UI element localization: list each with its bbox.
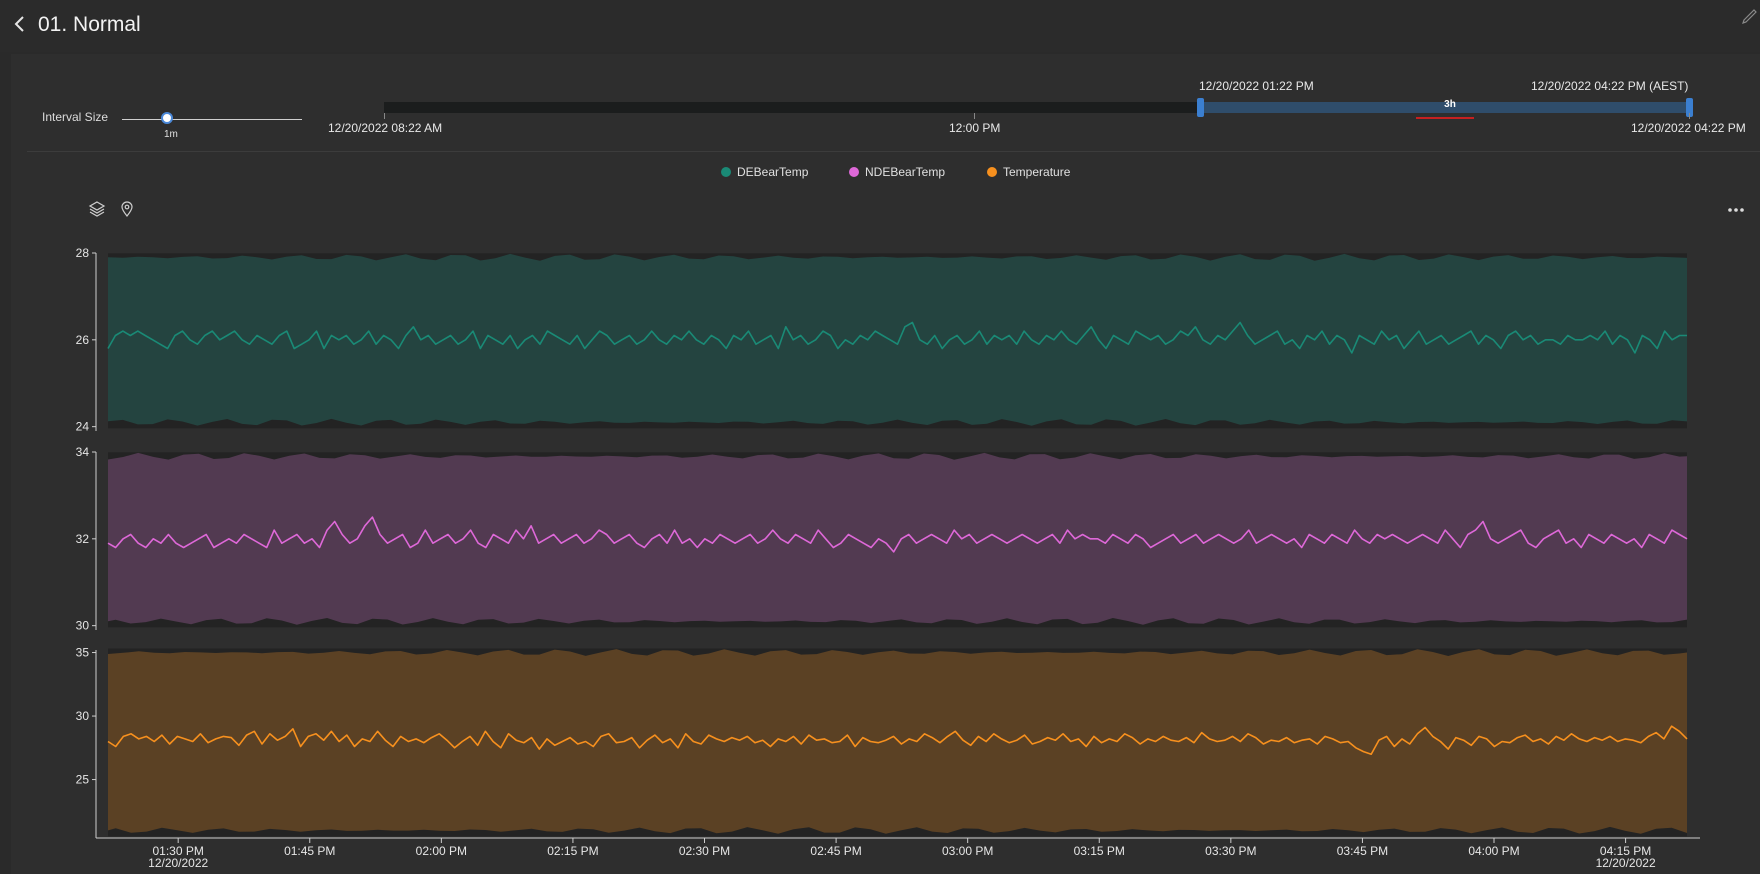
y-tick-label: 24: [76, 420, 90, 434]
range-start-handle[interactable]: [1197, 98, 1204, 117]
range-end-handle[interactable]: [1686, 98, 1693, 117]
selection-duration: 3h: [1444, 99, 1456, 110]
band-ndebeartemp: [108, 452, 1687, 625]
y-tick-label: 25: [76, 773, 90, 787]
x-tick-label: 02:00 PM: [416, 844, 467, 858]
y-tick-label: 30: [76, 709, 90, 723]
x-tick-label: 03:45 PM: [1337, 844, 1388, 858]
y-tick-label: 35: [76, 646, 90, 660]
selection-end-label: 12/20/2022 04:22 PM (AEST): [1531, 79, 1689, 93]
range-end-label: 12/20/2022 04:22 PM: [1631, 121, 1746, 135]
x-tick-label: 01:45 PM: [284, 844, 335, 858]
selection-start-label: 12/20/2022 01:22 PM: [1199, 79, 1314, 93]
range-tick-start: [384, 113, 385, 119]
time-range-selection[interactable]: [1200, 102, 1690, 113]
x-tick-label: 04:15 PM: [1600, 844, 1651, 858]
range-start-label: 12/20/2022 08:22 AM: [328, 121, 443, 135]
legend-item-debeartemp[interactable]: DEBearTemp: [721, 165, 808, 179]
chevron-left-icon[interactable]: [12, 14, 28, 34]
legend-label: Temperature: [1003, 165, 1071, 179]
x-tick-label: 03:15 PM: [1074, 844, 1125, 858]
x-tick-label: 02:30 PM: [679, 844, 730, 858]
legend-dot: [721, 167, 731, 177]
header-bar: 01. Normal: [0, 0, 1760, 52]
interval-size-label: Interval Size: [42, 110, 109, 124]
range-tick-end: [1689, 113, 1690, 119]
x-tick-label: 03:00 PM: [942, 844, 993, 858]
layers-icon[interactable]: [88, 200, 106, 218]
x-tick-date-label: 12/20/2022: [148, 856, 208, 870]
interval-slider-track[interactable]: [122, 119, 302, 120]
y-tick-label: 32: [76, 532, 90, 546]
range-tick-mid: [974, 113, 975, 119]
y-tick-label: 34: [76, 445, 90, 459]
legend-dot: [987, 167, 997, 177]
x-tick-date-label: 12/20/2022: [1596, 856, 1656, 870]
legend-item-temperature[interactable]: Temperature: [987, 165, 1070, 179]
legend-item-ndebeartemp[interactable]: NDEBearTemp: [849, 165, 945, 179]
current-time-marker: [1416, 117, 1474, 119]
x-tick-label: 02:45 PM: [810, 844, 861, 858]
y-tick-label: 28: [76, 246, 90, 260]
pencil-icon[interactable]: [1738, 4, 1760, 26]
legend-dot: [849, 167, 859, 177]
series-line-debeartemp: [107, 321, 1687, 354]
interval-slider-value: 1m: [164, 129, 178, 140]
divider: [27, 151, 1760, 152]
series-line-temperature: [107, 725, 1688, 755]
x-tick-label: 02:15 PM: [547, 844, 598, 858]
legend-label: DEBearTemp: [737, 165, 809, 179]
page-title: 01. Normal: [38, 13, 141, 36]
band-temperature: [108, 649, 1687, 834]
series-line-ndebeartemp: [107, 516, 1688, 553]
band-debeartemp: [108, 253, 1687, 426]
more-options-icon[interactable]: [1726, 204, 1746, 216]
legend-label: NDEBearTemp: [865, 165, 946, 179]
x-tick-label: 04:00 PM: [1468, 844, 1519, 858]
time-range-track[interactable]: [384, 102, 1690, 113]
map-pin-icon[interactable]: [118, 200, 136, 218]
x-tick-label: 01:30 PM: [152, 844, 203, 858]
y-tick-label: 30: [76, 619, 90, 633]
interval-slider-thumb[interactable]: [161, 112, 173, 124]
x-tick-label: 03:30 PM: [1205, 844, 1256, 858]
y-tick-label: 26: [76, 333, 90, 347]
range-mid-label: 12:00 PM: [949, 121, 1001, 135]
